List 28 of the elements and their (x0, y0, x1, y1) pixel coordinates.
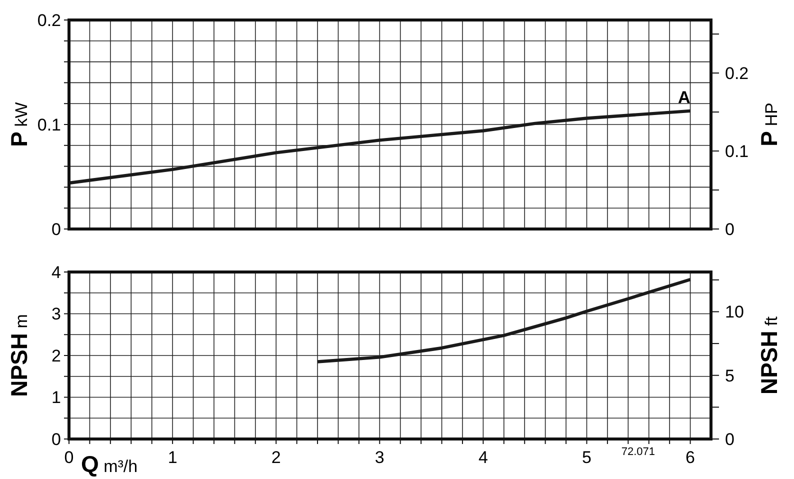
x-axis-title: Q m³/h (81, 451, 138, 477)
x-tick-label: 6 (686, 448, 696, 467)
y-tick-label: 4 (52, 262, 61, 282)
y-axis-title: P kW (6, 102, 32, 147)
y2-tick-label: 10 (725, 302, 744, 322)
annotation: A (678, 88, 690, 107)
y2-tick-label: 0 (725, 430, 734, 449)
y-tick-label: 0.2 (37, 10, 61, 30)
y-tick-label: 0 (52, 220, 61, 239)
x-tick-label: 2 (271, 448, 281, 467)
y2-tick-label: 0 (725, 220, 734, 239)
y2-tick-label: 0.1 (725, 142, 749, 161)
y-tick-label: 2 (52, 346, 61, 366)
x-tick-label: 3 (374, 448, 384, 467)
y-tick-label: 1 (52, 388, 61, 408)
y-tick-label: 0.1 (37, 115, 61, 134)
y2-axis-title: NPSH ft (756, 316, 782, 395)
y2-tick-label: 5 (725, 366, 734, 386)
text: 72.071 (621, 446, 655, 458)
x-tick-label: 0 (64, 448, 74, 467)
y-axis-title: NPSH m (6, 314, 32, 397)
y-tick-label: 0 (52, 430, 61, 449)
x-tick-label: 5 (582, 448, 592, 467)
x-tick-label: 1 (168, 448, 178, 467)
y-tick-label: 3 (52, 304, 61, 324)
y2-axis-title: P HP (756, 102, 782, 146)
y2-tick-label: 0.2 (725, 64, 749, 83)
x-tick-label: 4 (478, 448, 488, 467)
